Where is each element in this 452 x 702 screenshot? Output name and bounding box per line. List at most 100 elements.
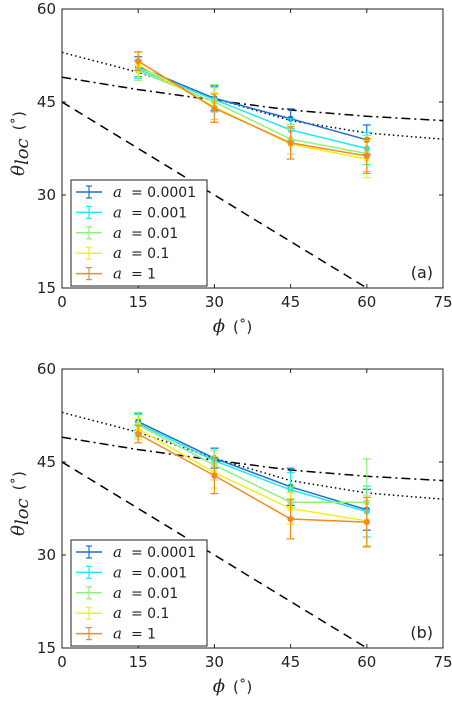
x-tick-label: 0: [57, 293, 67, 311]
x-axis-symbol: ϕ: [213, 676, 225, 697]
series-a_0_01: [134, 61, 371, 173]
reference-line-dotted: [62, 411, 443, 500]
x-axis-symbol: ϕ: [213, 316, 225, 337]
reference-line-dashdot: [62, 76, 443, 122]
legend-symbol: a: [113, 625, 122, 643]
series-line: [137, 421, 368, 511]
series-line: [137, 65, 367, 141]
data-point: [211, 105, 218, 112]
series-a_1: [134, 424, 371, 548]
legend-value: = 1: [131, 627, 156, 643]
legend-label: a = 0.1: [113, 604, 169, 622]
panel-label: (b): [410, 623, 433, 642]
legend-value: = 0.1: [131, 246, 169, 262]
x-tick-label: 15: [129, 293, 148, 311]
y-axis-label: θloc (˚): [8, 111, 33, 176]
x-tick-label: 15: [129, 653, 148, 671]
series-a_0_001: [134, 413, 371, 538]
legend-value: = 0.01: [131, 226, 178, 242]
series-a_0_0001: [134, 412, 371, 531]
x-tick-label: 60: [357, 653, 376, 671]
legend-value: = 0.1: [131, 606, 169, 622]
x-axis-unit: (˚): [233, 678, 252, 696]
y-axis-symbol: θ: [8, 165, 29, 176]
legend-label: a = 0.01: [113, 224, 178, 242]
legend-value: = 0.001: [131, 565, 187, 581]
legend-item: a = 1: [76, 625, 156, 643]
legend-symbol: a: [113, 183, 122, 201]
legend-symbol: a: [113, 563, 122, 581]
series-line: [137, 428, 367, 522]
data-point: [363, 519, 370, 526]
series-line: [137, 424, 367, 504]
x-tick-label: 0: [57, 653, 67, 671]
x-tick-label: 45: [281, 293, 300, 311]
data-point: [287, 139, 294, 147]
x-axis-unit: (˚): [233, 318, 252, 336]
y-axis-symbol: θ: [8, 525, 29, 536]
legend-symbol: a: [113, 203, 122, 221]
legend-symbol: a: [113, 604, 122, 622]
data-point: [287, 515, 294, 523]
x-tick-label: 30: [205, 653, 224, 671]
series-line: [137, 64, 367, 160]
x-tick-label: 30: [205, 293, 224, 311]
x-axis-label: ϕ (˚): [213, 676, 253, 697]
series-line: [137, 60, 367, 157]
legend-symbol: a: [113, 244, 122, 262]
y-tick-label: 15: [37, 279, 56, 297]
y-tick-label: 30: [37, 186, 56, 204]
legend-label: a = 0.0001: [113, 543, 196, 561]
legend-item: a = 0.001: [76, 563, 187, 581]
legend-value: = 1: [131, 267, 156, 283]
x-tick-label: 60: [357, 293, 376, 311]
legend-label: a = 0.001: [113, 203, 187, 221]
y-axis-unit: (˚): [10, 471, 28, 490]
legend-label: a = 1: [113, 625, 156, 643]
data-point: [211, 472, 218, 479]
legend-item: a = 1: [76, 265, 156, 283]
legend-value: = 0.0001: [131, 185, 196, 201]
plot-frame: [61, 8, 444, 289]
data-point: [135, 57, 142, 65]
legend: a = 0.0001 a = 0.001 a = 0.01 a = 0.1 a = 1: [70, 179, 208, 287]
legend-item: a = 0.01: [76, 224, 178, 242]
y-tick-label: 45: [37, 453, 56, 471]
y-axis-unit: (˚): [10, 111, 28, 130]
legend-label: a = 1: [113, 265, 156, 283]
legend-item: a = 0.1: [76, 604, 169, 622]
series-a_0_01: [134, 411, 371, 547]
legend-value: = 0.001: [131, 205, 187, 221]
legend-value: = 0.01: [131, 586, 178, 602]
y-axis-subscript: loc: [12, 138, 33, 165]
series-line: [137, 433, 367, 523]
legend-item: a = 0.001: [76, 203, 187, 221]
legend-symbol: a: [113, 584, 122, 602]
x-axis-label: ϕ (˚): [213, 316, 253, 337]
legend-item: a = 0.1: [76, 244, 169, 262]
plot-frame: [61, 368, 444, 649]
reference-line-dashdot: [62, 436, 443, 482]
legend: a = 0.0001 a = 0.001 a = 0.01 a = 0.1 a = 1: [70, 539, 208, 647]
legend-item: a = 0.0001: [76, 543, 196, 561]
legend-label: a = 0.01: [113, 584, 178, 602]
x-tick-label: 75: [433, 293, 452, 311]
series-line: [137, 422, 368, 513]
series-a_0_001: [134, 59, 371, 166]
legend-label: a = 0.001: [113, 563, 187, 581]
y-tick-label: 60: [37, 0, 56, 18]
reference-line-dotted: [62, 51, 443, 140]
legend-symbol: a: [113, 224, 122, 242]
legend-item: a = 0.01: [76, 584, 178, 602]
legend-symbol: a: [113, 543, 122, 561]
legend-item: a = 0.0001: [76, 183, 196, 201]
x-tick-label: 75: [433, 653, 452, 671]
y-tick-label: 30: [37, 546, 56, 564]
series-a_1: [134, 51, 371, 174]
y-axis-label: θloc (˚): [8, 471, 33, 536]
data-point: [135, 431, 142, 438]
y-tick-label: 45: [37, 93, 56, 111]
